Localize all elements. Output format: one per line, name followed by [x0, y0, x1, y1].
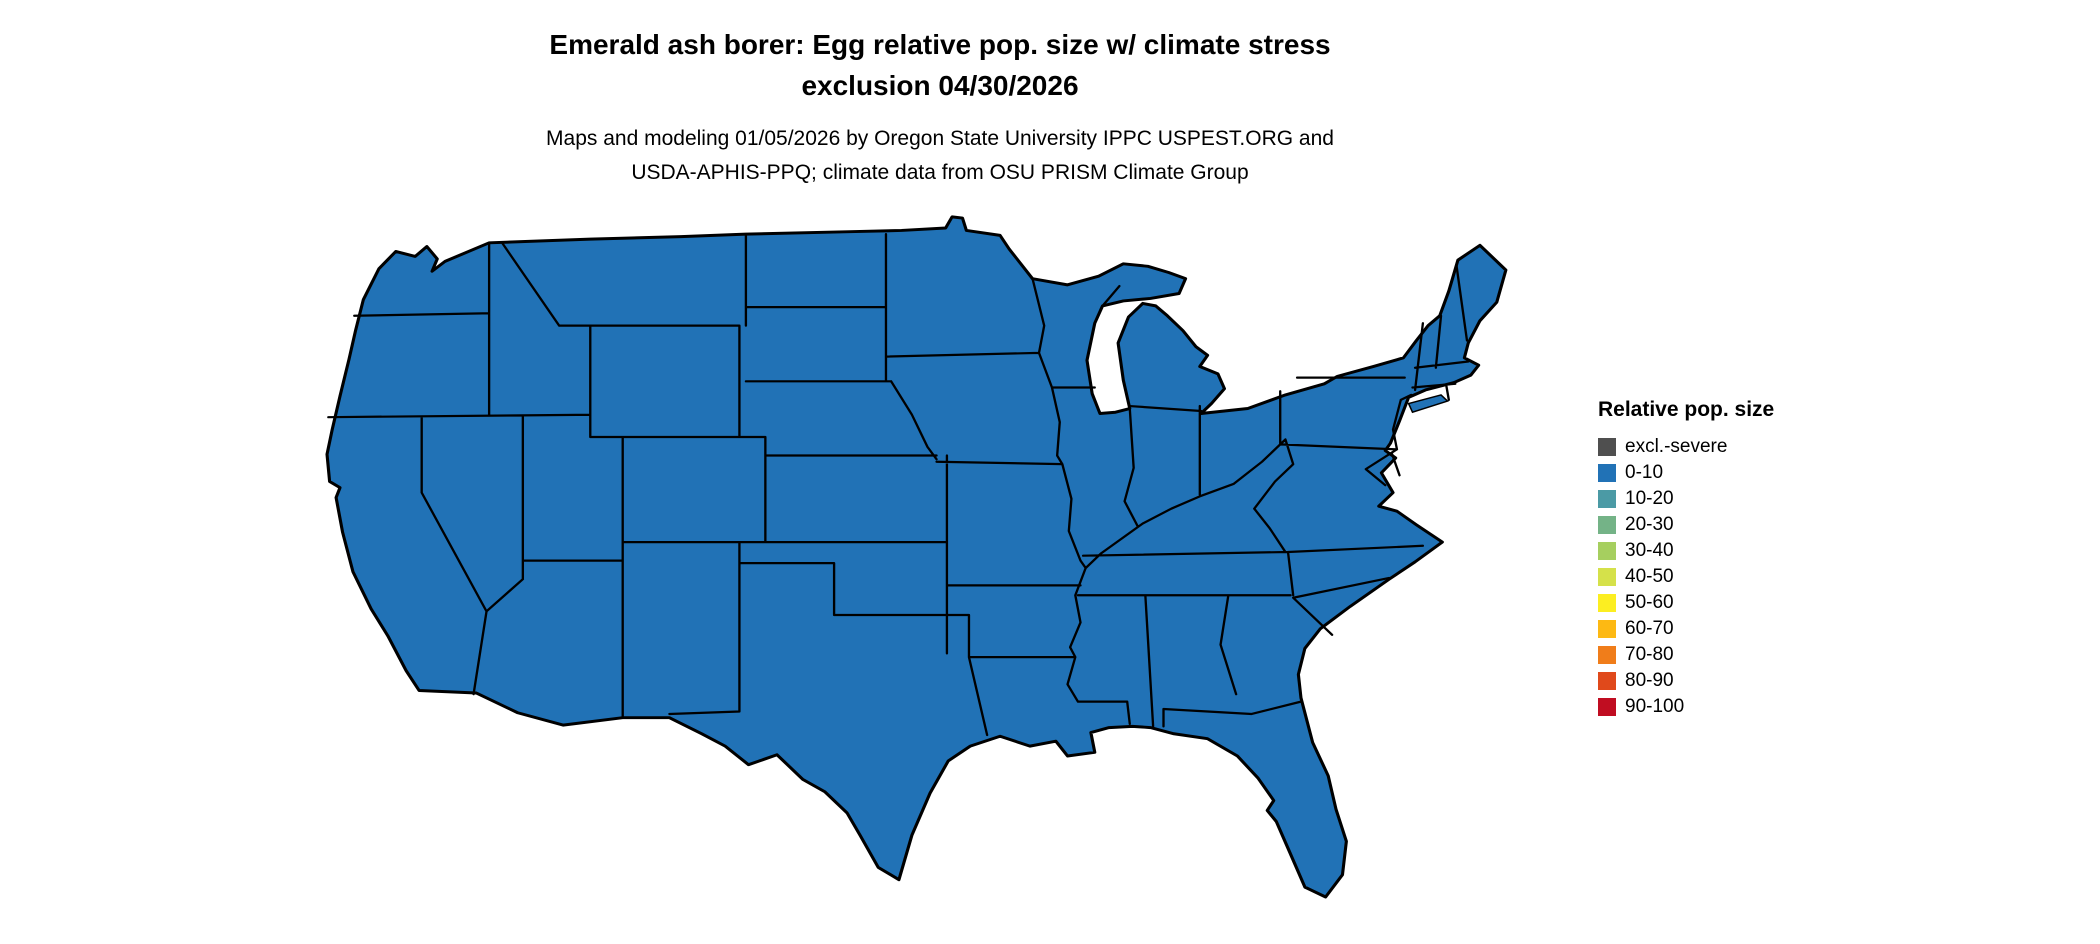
legend-item: 60-70: [1598, 616, 1858, 642]
legend-item: 30-40: [1598, 538, 1858, 564]
legend-swatch: [1598, 620, 1616, 638]
legend-item: 50-60: [1598, 590, 1858, 616]
legend-label: 50-60: [1625, 592, 1674, 613]
legend-label: 60-70: [1625, 618, 1674, 639]
legend-swatch: [1598, 438, 1616, 456]
page-title: Emerald ash borer: Egg relative pop. siz…: [0, 24, 1880, 106]
map-page: Emerald ash borer: Egg relative pop. siz…: [0, 24, 1880, 899]
us-map: [292, 202, 1537, 944]
national-border: [325, 215, 1508, 899]
legend-item: 70-80: [1598, 642, 1858, 668]
legend-swatch: [1598, 516, 1616, 534]
legend-swatch: [1598, 594, 1616, 612]
map-legend: Relative pop. size excl.-severe 0-10 10-…: [1598, 398, 1858, 720]
legend-item: 80-90: [1598, 668, 1858, 694]
legend-label: 0-10: [1625, 462, 1664, 483]
legend-label: excl.-severe: [1625, 436, 1728, 457]
legend-label: 40-50: [1625, 566, 1674, 587]
legend-item: 0-10: [1598, 460, 1858, 486]
title-line-2: exclusion 04/30/2026: [801, 70, 1079, 101]
legend-swatch: [1598, 698, 1616, 716]
legend-label: 80-90: [1625, 670, 1674, 691]
legend-item: 20-30: [1598, 512, 1858, 538]
legend-label: 10-20: [1625, 488, 1674, 509]
legend-item: 90-100: [1598, 694, 1858, 720]
legend-item: 40-50: [1598, 564, 1858, 590]
legend-item: 10-20: [1598, 486, 1858, 512]
state-borders: [327, 233, 1470, 737]
legend-swatch: [1598, 542, 1616, 560]
legend-label: 70-80: [1625, 644, 1674, 665]
legend-label: 90-100: [1625, 696, 1685, 717]
legend-swatch: [1598, 490, 1616, 508]
legend-label: 30-40: [1625, 540, 1674, 561]
legend-title: Relative pop. size: [1598, 398, 1775, 421]
subtitle-line-1: Maps and modeling 01/05/2026 by Oregon S…: [546, 127, 1334, 150]
legend-item: excl.-severe: [1598, 434, 1858, 460]
subtitle-line-2: USDA-APHIS-PPQ; climate data from OSU PR…: [631, 161, 1249, 184]
legend-swatch: [1598, 464, 1616, 482]
us-map-svg: [325, 215, 1508, 899]
long-island: [1407, 394, 1449, 414]
legend-swatch: [1598, 672, 1616, 690]
legend-label: 20-30: [1625, 514, 1674, 535]
legend-swatch: [1598, 568, 1616, 586]
title-line-1: Emerald ash borer: Egg relative pop. siz…: [549, 29, 1331, 60]
legend-swatch: [1598, 646, 1616, 664]
page-subtitle: Maps and modeling 01/05/2026 by Oregon S…: [0, 122, 1880, 190]
